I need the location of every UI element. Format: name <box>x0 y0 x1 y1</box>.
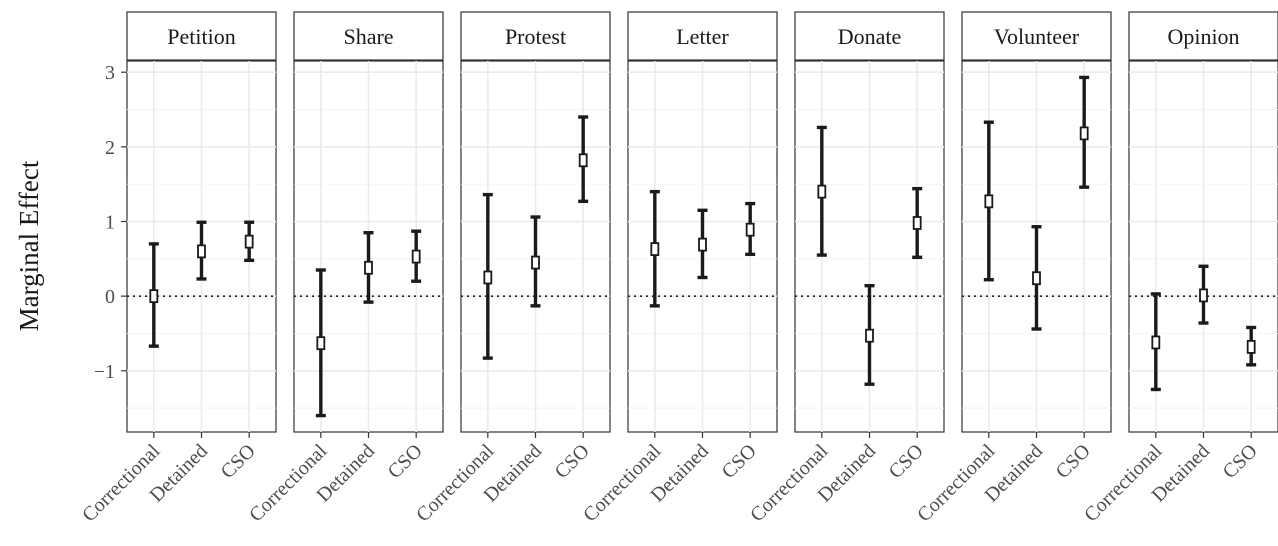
point-estimate <box>865 328 874 343</box>
facet-strip-label: Letter <box>676 24 729 49</box>
x-tick-label: Correctional <box>746 440 833 527</box>
errorbar-cso <box>912 186 923 260</box>
point-estimate <box>1246 340 1256 354</box>
x-tick-label: CSO <box>384 440 427 483</box>
y-tick-label: 0 <box>105 286 115 308</box>
y-axis: −1 0 1 2 3 <box>94 62 127 383</box>
point-estimate <box>698 237 707 252</box>
x-tick-label: CSO <box>1219 440 1262 483</box>
facet-strip <box>460 11 611 61</box>
facet-strip-label: Petition <box>167 24 235 49</box>
errorbar-detained <box>697 208 708 280</box>
point-estimate <box>531 255 540 270</box>
x-tick-label: Correctional <box>579 440 666 527</box>
point-estimate <box>1151 335 1161 350</box>
facet-strip <box>794 11 945 61</box>
x-tick-label: Correctional <box>1080 440 1167 527</box>
point-estimate <box>483 270 493 285</box>
x-tick-label: Correctional <box>245 440 332 527</box>
point-estimate <box>578 153 588 168</box>
y-tick-label: −1 <box>94 361 115 383</box>
errorbar-correctional <box>816 125 827 257</box>
errorbar-cso <box>244 220 255 263</box>
point-estimate <box>197 244 206 259</box>
errorbar-cso <box>411 229 422 283</box>
point-estimate <box>984 194 994 209</box>
facet-strip <box>1128 11 1278 61</box>
point-estimate <box>912 216 922 230</box>
x-tick-label: CSO <box>551 440 594 483</box>
errorbar-correctional <box>1150 292 1161 392</box>
errorbar-detained <box>363 230 374 304</box>
facet-strip <box>126 11 277 61</box>
facet-strip <box>961 11 1112 61</box>
point-estimate <box>316 336 326 351</box>
facet-strip-label: Donate <box>838 24 902 49</box>
errorbar-detained <box>196 220 207 281</box>
errorbar-detained <box>1198 264 1209 325</box>
facet-strip-label: Volunteer <box>994 24 1080 49</box>
errorbar-detained <box>864 283 875 386</box>
facet-strip-label: Share <box>343 24 393 49</box>
point-estimate <box>1199 288 1208 303</box>
point-estimate <box>817 184 827 199</box>
point-estimate <box>1079 126 1089 141</box>
errorbar-correctional <box>649 189 660 308</box>
errorbar-detained <box>1031 225 1042 331</box>
point-estimate <box>244 234 254 249</box>
x-tick-label: CSO <box>1052 440 1095 483</box>
x-tick-label: Correctional <box>412 440 499 527</box>
y-tick-label: 1 <box>105 211 115 233</box>
x-tick-label: CSO <box>885 440 928 483</box>
x-tick-label: CSO <box>217 440 260 483</box>
y-tick-label: 3 <box>105 62 115 84</box>
point-estimate <box>745 222 755 237</box>
errorbar-cso <box>745 201 756 257</box>
errorbar-cso <box>578 115 589 204</box>
errorbar-detained <box>530 215 541 308</box>
point-estimate <box>411 249 421 264</box>
point-estimate <box>650 242 660 257</box>
point-estimate <box>149 289 159 304</box>
errorbar-cso <box>1246 325 1257 367</box>
y-tick-label: 2 <box>105 137 115 159</box>
facet-strip-label: Protest <box>505 24 566 49</box>
errorbar-correctional <box>148 242 159 348</box>
point-estimate <box>364 260 373 275</box>
x-tick-label: Correctional <box>913 440 1000 527</box>
errorbar-cso <box>1079 75 1090 189</box>
x-tick-label: CSO <box>718 440 761 483</box>
x-tick-label: Correctional <box>78 440 165 527</box>
errorbar-correctional <box>983 120 994 282</box>
errorbar-correctional <box>482 192 493 360</box>
facet-strip <box>293 11 444 61</box>
facet-strip <box>627 11 778 61</box>
facet-strip-label: Opinion <box>1167 24 1239 49</box>
point-estimate <box>1032 271 1041 286</box>
y-axis-label: Marginal Effect <box>14 160 44 331</box>
errorbar-correctional <box>315 268 326 418</box>
